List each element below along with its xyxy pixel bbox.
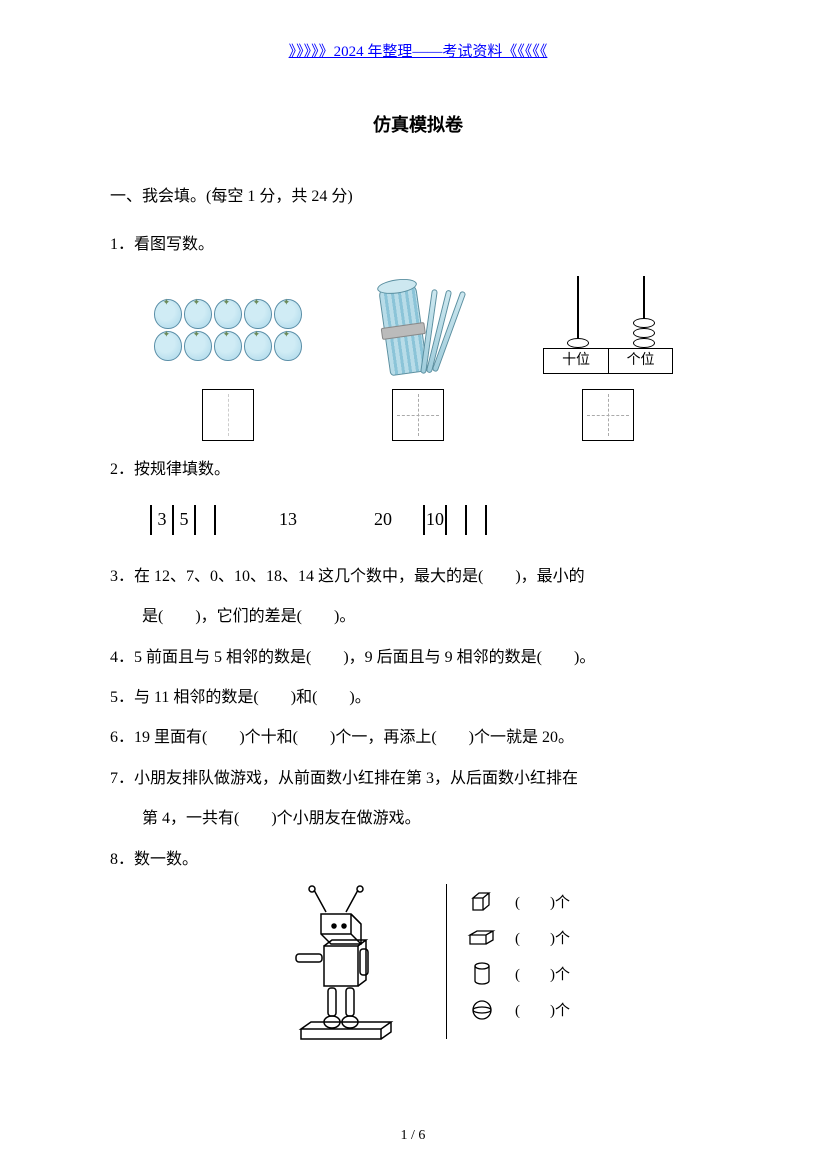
nl-val-4: 13	[278, 509, 298, 530]
abacus-ones-label: 个位	[609, 349, 673, 373]
exam-title: 仿真模拟卷	[110, 111, 726, 137]
q1-answer-box-1[interactable]	[202, 389, 254, 441]
q1-abacus-col: 十位 个位	[533, 274, 683, 441]
q1-answer-box-2[interactable]	[392, 389, 444, 441]
count-cube-text: ( )个	[515, 891, 570, 912]
q1-answer-box-3[interactable]	[582, 389, 634, 441]
q2-number-line: 3 5 13 20 10	[150, 500, 716, 540]
count-row-cylinder: ( )个	[467, 956, 570, 992]
q3b-text: 是( )，它们的差是( )。	[110, 598, 726, 636]
page-footer: 1 / 6	[0, 1128, 826, 1144]
count-cylinder-text: ( )个	[515, 963, 570, 984]
count-cuboid-text: ( )个	[515, 927, 570, 948]
abacus-tens-label: 十位	[544, 349, 609, 373]
cylinder-icon	[467, 961, 497, 987]
sticks-image	[348, 279, 488, 374]
page-header: 》》》》》2024 年整理——考试资料《《《《《	[110, 40, 726, 61]
cube-icon	[467, 889, 497, 915]
q1-sticks-col	[348, 279, 488, 441]
count-row-cuboid: ( )个	[467, 920, 570, 956]
cuboid-icon	[467, 925, 497, 951]
q8-figure: ( )个 ( )个 ( )个	[110, 884, 726, 1044]
nl-val-0: 3	[152, 509, 172, 530]
count-sphere-text: ( )个	[515, 999, 570, 1020]
q2-label: 2．按规律填数。	[110, 451, 726, 489]
q8-count-table: ( )个 ( )个 ( )个	[446, 884, 570, 1039]
q6-text: 6．19 里面有( )个十和( )个一，再添上( )个一就是 20。	[110, 719, 726, 757]
q1-label: 1．看图写数。	[110, 226, 726, 264]
nl-val-5: 20	[373, 509, 393, 530]
q4-text: 4．5 前面且与 5 相邻的数是( )，9 后面且与 9 相邻的数是( )。	[110, 639, 726, 677]
count-row-cube: ( )个	[467, 884, 570, 920]
count-row-sphere: ( )个	[467, 992, 570, 1028]
abacus-image: 十位 个位	[533, 274, 683, 374]
q7b-text: 第 4，一共有( )个小朋友在做游戏。	[110, 800, 726, 838]
nl-val-7: 10	[425, 509, 445, 530]
q7-text: 7．小朋友排队做游戏，从前面数小红排在第 3，从后面数小红排在	[110, 760, 726, 798]
berries-image	[153, 299, 303, 374]
sphere-icon	[467, 997, 497, 1023]
q1-figures: 十位 个位	[130, 274, 706, 441]
q5-text: 5．与 11 相邻的数是( )和( )。	[110, 679, 726, 717]
q1-berries-col	[153, 299, 303, 441]
q8-label: 8．数一数。	[110, 841, 726, 879]
robot-image	[266, 884, 416, 1044]
q3-text: 3．在 12、7、0、10、18、14 这几个数中，最大的是( )，最小的	[110, 558, 726, 596]
nl-val-1: 5	[174, 509, 194, 530]
section-1-heading: 一、我会填。(每空 1 分，共 24 分)	[110, 182, 726, 206]
